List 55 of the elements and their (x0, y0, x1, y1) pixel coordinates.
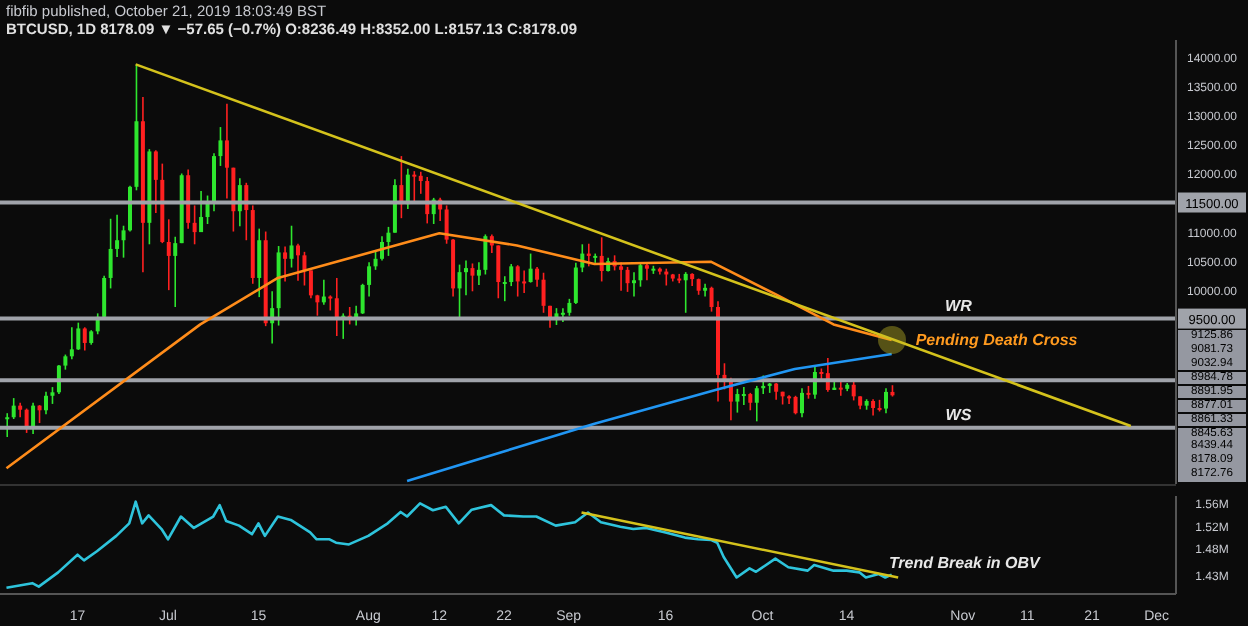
candlestick (528, 252, 533, 284)
candlestick (515, 264, 520, 298)
candlestick (851, 380, 856, 402)
candlestick (102, 274, 107, 319)
candlestick (186, 168, 191, 230)
annotation: Pending Death Cross (915, 331, 1078, 350)
ref-line-label: WS (945, 405, 973, 424)
candlestick (573, 262, 578, 305)
candlestick (302, 251, 307, 287)
candlestick (11, 397, 16, 420)
candlestick (392, 178, 397, 234)
candlestick (82, 326, 87, 352)
candlestick (535, 266, 540, 288)
candlestick (192, 204, 197, 246)
candlestick (412, 170, 417, 205)
candlestick (308, 269, 313, 300)
candlestick (884, 387, 888, 414)
candlestick (283, 245, 288, 283)
candlestick (741, 386, 746, 406)
candlestick (199, 190, 204, 233)
candlestick (793, 394, 798, 416)
annotation: Trend Break in OBV (888, 554, 1040, 573)
ref-line-label: WR (945, 296, 973, 315)
candlestick (457, 263, 462, 320)
candlestick (522, 269, 527, 294)
candlestick (735, 388, 740, 414)
candlestick (464, 259, 468, 297)
candlestick (541, 271, 546, 314)
candlestick (644, 263, 649, 282)
candlestick (334, 277, 339, 337)
candlestick (69, 326, 74, 361)
candlestick (703, 282, 708, 298)
candlestick (838, 379, 843, 397)
candlestick (5, 412, 10, 438)
candlestick (289, 224, 294, 269)
candlestick (593, 252, 598, 264)
candlestick (24, 407, 29, 434)
candlestick (296, 242, 300, 282)
candlestick (625, 266, 630, 293)
candlestick (108, 217, 113, 290)
candlestick (677, 273, 682, 284)
candlestick (386, 226, 391, 257)
candlestick (173, 235, 178, 308)
candlestick (44, 390, 48, 416)
candlestick (166, 218, 171, 291)
candlestick (31, 401, 36, 435)
candlestick (632, 271, 636, 298)
candlestick (800, 387, 804, 419)
candlestick (470, 262, 475, 293)
candlestick (257, 227, 262, 298)
candlestick (76, 321, 81, 351)
line-series (5, 500, 893, 590)
candlestick (683, 271, 688, 314)
candlestick (787, 394, 792, 405)
candlestick (619, 261, 624, 292)
